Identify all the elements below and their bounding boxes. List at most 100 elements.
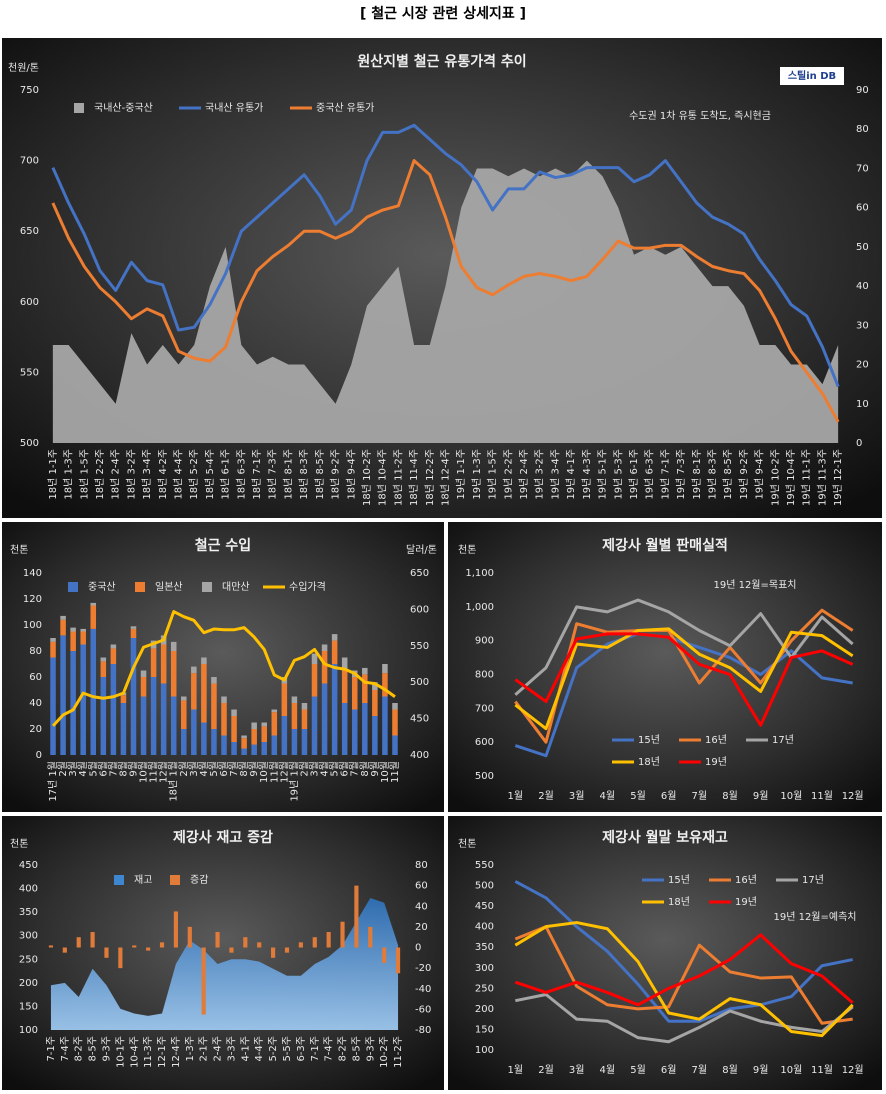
bar [301,703,308,710]
x-tick-label: 19년 1월 [288,761,300,802]
y2-tick-label: 80 [856,124,869,135]
x-tick-label: 9월 [248,761,260,777]
line [515,993,854,1044]
x-tick-label: 19년 3-2주 [534,449,546,500]
bar [340,921,345,948]
bar [191,709,197,755]
y-tick-label: 300 [19,931,38,942]
y2-tick-label: 50 [856,242,869,253]
x-tick-label: 19년 4-1주 [565,449,577,500]
legend-label: 재고 [134,874,152,886]
x-tick-label: 2-4주 [213,1036,224,1062]
y-tick-label: 600 [20,297,39,308]
bar [50,641,56,658]
y-tick-label: 1,000 [465,602,494,613]
x-tick-label: 11월 [811,1064,833,1076]
x-tick-label: 19년 9-2주 [738,449,750,500]
legend-label: 일본산 [155,581,183,593]
x-tick-label: 9-3주 [101,1036,112,1062]
x-tick-label: 6월 [339,761,351,777]
x-tick-label: 19년 7-3주 [675,449,687,500]
x-tick-label: 19년 1-5주 [487,449,499,500]
x-tick-label: 7월 [349,761,361,777]
bar [170,641,177,651]
x-tick-label: 19년 2-4주 [518,449,530,500]
y-tick-label: 450 [475,901,494,912]
bar [76,937,81,948]
bar [257,942,262,948]
bar [110,644,117,649]
bar [120,703,127,755]
x-tick-label: 4월 [319,761,331,777]
bar [173,911,178,948]
bar [392,709,398,736]
y2-tick-label: 30 [856,320,869,331]
y-tick-label: 250 [19,954,38,965]
bar [321,683,328,755]
y-tick-label: 550 [20,367,39,378]
x-tick-label: 8월 [117,761,129,777]
bar [301,709,308,729]
x-tick-label: 12-1주 [157,1036,168,1068]
chart-panel: 제강사 월별 판매실적 천톤 500 600 700 800 900 1,000 1,100 1월… [448,522,882,812]
legend-label: 18년 [638,756,660,768]
annotation: 19년 12월=목표치 [713,579,796,591]
y2-axis-label: 달러/톤 [406,544,437,556]
bar [181,696,187,701]
x-tick-label: 11월 [811,790,833,802]
line [514,608,854,744]
y-tick-label: 0 [36,750,42,761]
legend-label: 국내산-중국산 [94,102,153,114]
x-tick-label: 3월 [309,761,321,777]
legend-label: 중국산 [88,581,116,593]
x-tick-label: 19년 2-2주 [502,449,514,500]
x-tick-label: 11월 [389,761,401,783]
bar [321,651,328,684]
bar [354,885,359,948]
bar [80,631,86,645]
x-tick-label: 10-2주 [379,1036,390,1068]
bar [211,683,217,729]
x-tick-label: 7월 [692,790,708,802]
bar [201,947,206,1015]
bar [311,696,318,755]
x-tick-label: 18년 9-2주 [330,449,342,500]
x-tick-label: 2월 [538,1064,554,1076]
x-tick-label: 19년 5-1주 [597,449,609,500]
x-tick-label: 19년 5-3주 [612,449,624,500]
x-tick-label: 18년 11-4주 [408,449,420,506]
y2-tick-label: 550 [410,641,429,652]
x-tick-label: 19년 1-1주 [455,449,467,500]
x-tick-label: 11-3주 [143,1036,154,1068]
bar [331,664,338,755]
line [514,598,854,696]
y-axis-label: 천원/톤 [8,62,39,74]
y2-tick-label: 40 [856,281,869,292]
legend-swatch [68,582,78,592]
x-tick-label: 6월 [661,1064,677,1076]
area [52,160,839,443]
annotation: 19년 12월=예측치 [773,911,856,923]
bar [90,932,95,948]
x-tick-label: 7월 [692,1064,708,1076]
x-tick-label: 9월 [127,761,139,777]
bar [251,744,257,755]
bar [50,638,56,642]
y-tick-label: 120 [23,594,42,605]
bar [362,703,368,755]
x-tick-label: 18년 5-2주 [188,449,200,500]
x-tick-label: 5월 [329,761,341,777]
bar [298,942,303,948]
bar [140,670,147,677]
y2-tick-label: 600 [410,604,429,615]
y2-tick-label: 650 [410,568,429,579]
legend-label: 중국산 유통가 [316,102,374,114]
x-tick-label: 4월 [198,761,210,777]
y-tick-label: 400 [475,922,494,933]
bar [100,661,107,677]
legend-label: 17년 [802,874,824,886]
x-tick-label: 1월 [508,1064,524,1076]
legend-label: 15년 [638,734,660,746]
y-axis-label: 천톤 [458,838,476,850]
